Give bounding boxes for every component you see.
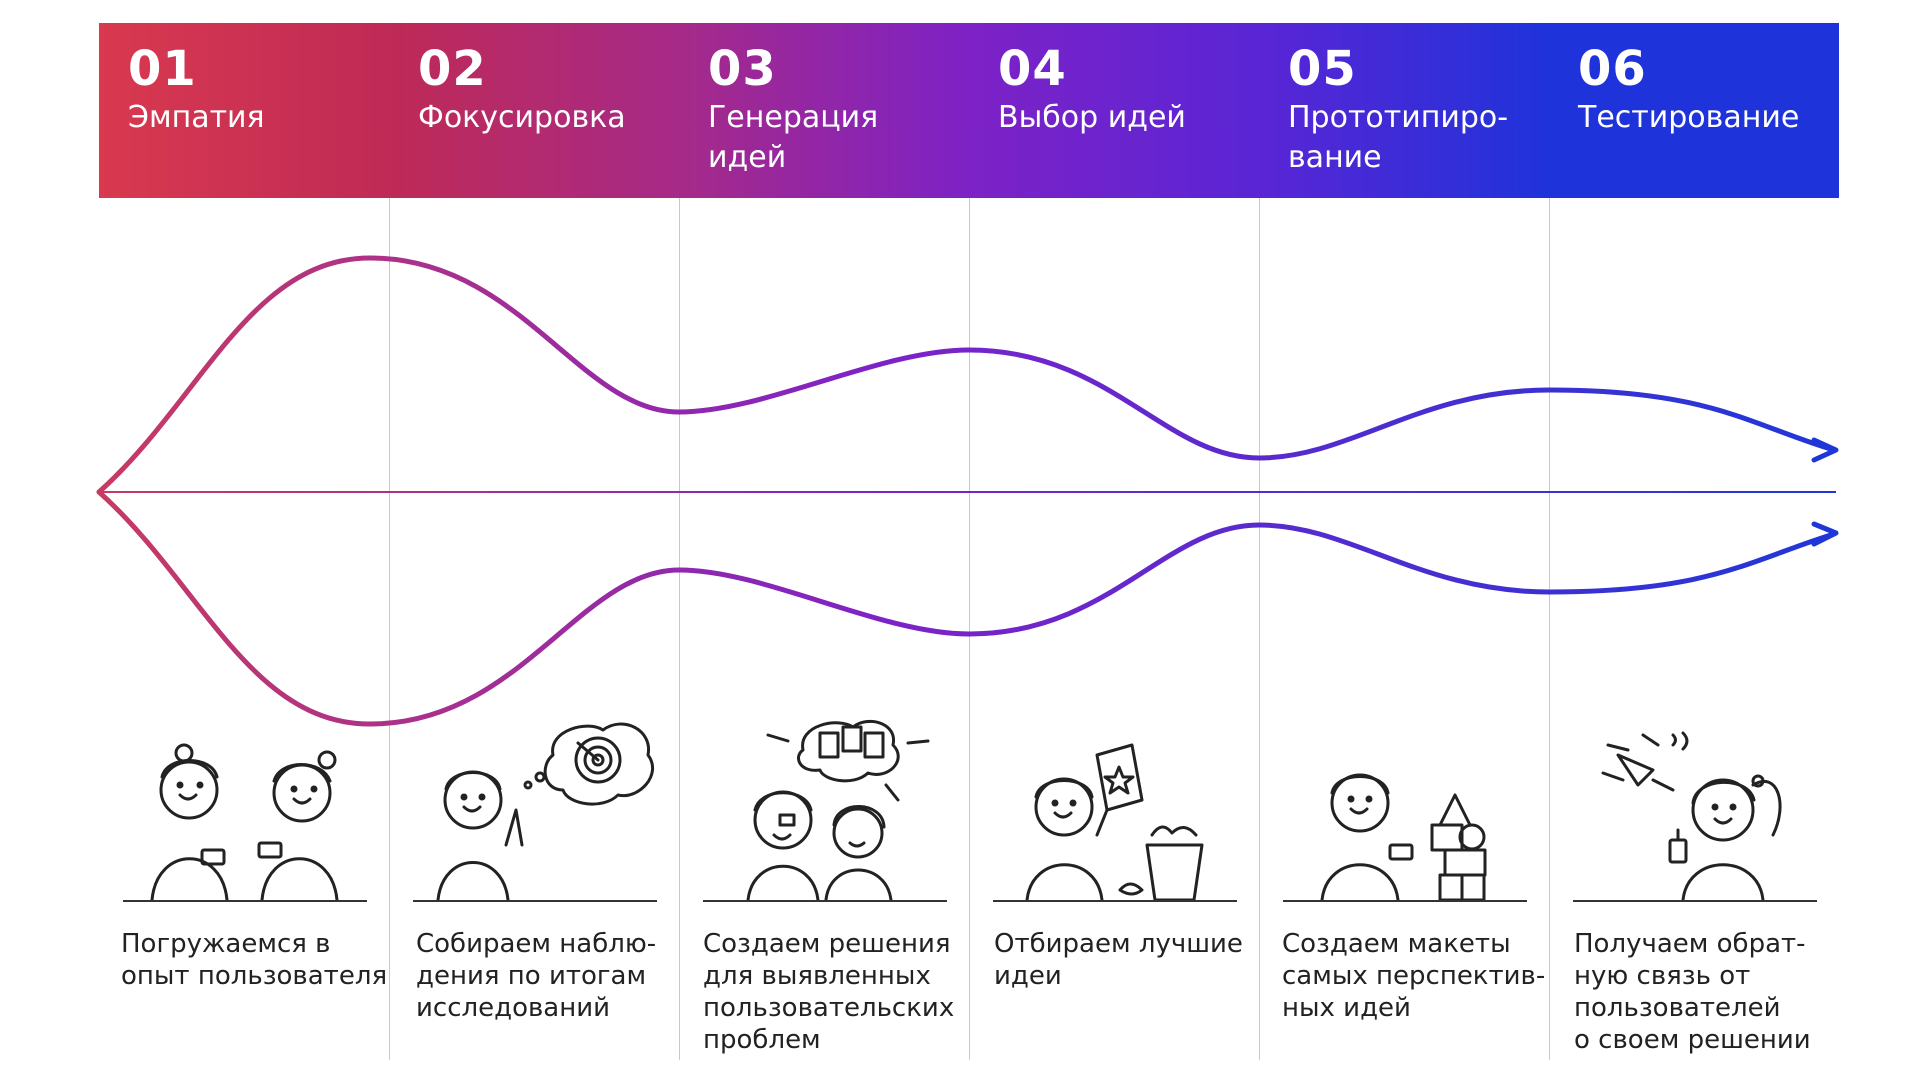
column-divider <box>679 198 680 1060</box>
testing-drone-icon <box>1601 731 1782 902</box>
stage-description: Погружаемся в опыт пользователя <box>121 929 388 991</box>
stages-header: 01 Эмпатия 02 Фокусировка 03 Генерация и… <box>99 23 1839 198</box>
stage-title: Прототипиро- вание <box>1288 99 1509 175</box>
stage-description: Получаем обрат- ную связь от пользовател… <box>1574 929 1811 1055</box>
stage-description: Отбираем лучшие идеи <box>994 929 1243 991</box>
column-divider <box>1549 198 1550 1060</box>
stage-title: Выбор идей <box>998 99 1186 135</box>
stage-number: 02 <box>418 41 487 97</box>
ground-line <box>1283 900 1527 902</box>
ground-line <box>993 900 1237 902</box>
stage-number: 01 <box>128 41 197 97</box>
ground-line <box>413 900 657 902</box>
arrow-head-upper <box>1811 437 1839 463</box>
stage-number: 05 <box>1288 41 1357 97</box>
ground-line <box>1573 900 1817 902</box>
lower-flow-curve <box>96 489 1837 727</box>
stage-header-2: 02 Фокусировка <box>389 23 679 198</box>
stage-number: 03 <box>708 41 777 97</box>
stage-title: Тестирование <box>1578 99 1800 135</box>
idea-generation-icon <box>746 719 930 902</box>
stage-description: Создаем решения для выявленных пользоват… <box>703 929 955 1055</box>
stage-title: Фокусировка <box>418 99 626 135</box>
focus-target-icon <box>436 722 655 902</box>
stage-description: Собираем наблю- дения по итогам исследов… <box>416 929 657 1023</box>
stage-number: 06 <box>1578 41 1647 97</box>
arrow-head-lower <box>1811 521 1839 547</box>
empathy-icon <box>150 743 339 902</box>
stage-header-5: 05 Прототипиро- вание <box>1259 23 1549 198</box>
column-divider <box>1259 198 1260 1060</box>
stage-header-1: 01 Эмпатия <box>99 23 389 198</box>
column-divider <box>969 198 970 1060</box>
column-divider <box>389 198 390 1060</box>
stage-header-6: 06 Тестирование <box>1549 23 1839 198</box>
ground-line <box>123 900 367 902</box>
upper-flow-curve <box>96 255 1837 495</box>
ground-line <box>703 900 947 902</box>
stage-description: Создаем макеты самых перспектив- ных иде… <box>1282 929 1546 1023</box>
stage-title: Генерация идей <box>708 99 879 175</box>
prototype-blocks-icon <box>1320 773 1487 902</box>
select-ideas-icon <box>1025 743 1204 902</box>
stage-title: Эмпатия <box>128 99 265 135</box>
stage-header-3: 03 Генерация идей <box>679 23 969 198</box>
stage-header-4: 04 Выбор идей <box>969 23 1259 198</box>
stage-number: 04 <box>998 41 1067 97</box>
